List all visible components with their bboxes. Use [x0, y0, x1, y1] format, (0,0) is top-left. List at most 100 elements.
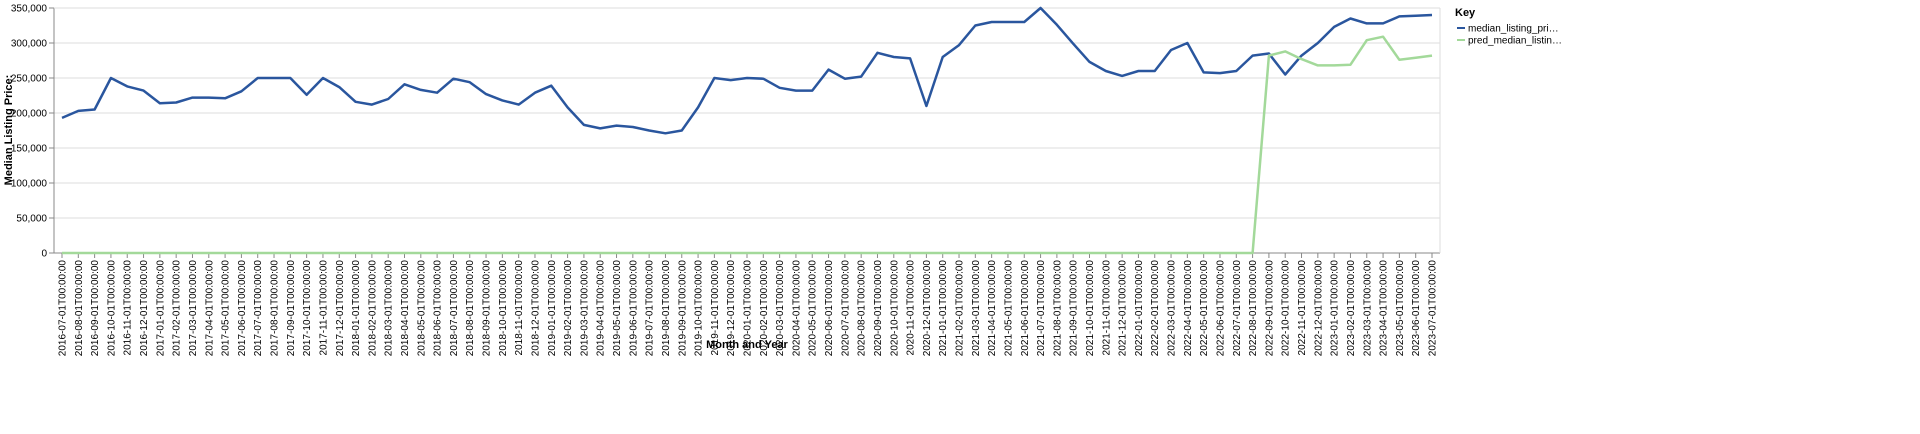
x-tick-label: 2020-11-01T00:00:00: [906, 260, 917, 356]
x-tick-label: 2018-01-01T00:00:00: [351, 260, 362, 357]
x-tick-label: 2019-08-01T00:00:00: [661, 260, 672, 357]
x-tick-label: 2022-08-01T00:00:00: [1248, 260, 1259, 357]
x-tick-label: 2017-02-01T00:00:00: [172, 260, 183, 357]
x-axis-title: Month and Year: [706, 339, 788, 351]
x-tick-label: 2017-05-01T00:00:00: [221, 260, 232, 357]
x-tick-label: 2017-08-01T00:00:00: [270, 260, 281, 357]
x-tick-label: 2022-07-01T00:00:00: [1232, 260, 1243, 357]
x-tick-label: 2021-11-01T00:00:00: [1101, 260, 1112, 356]
x-tick-label: 2020-05-01T00:00:00: [808, 260, 819, 357]
x-tick-label: 2017-09-01T00:00:00: [286, 260, 297, 357]
x-tick-label: 2020-06-01T00:00:00: [824, 260, 835, 357]
x-tick-label: 2021-01-01T00:00:00: [938, 260, 949, 357]
x-tick-label: 2019-09-01T00:00:00: [677, 260, 688, 357]
x-tick-label: 2019-07-01T00:00:00: [645, 260, 656, 357]
x-tick-label: 2016-08-01T00:00:00: [74, 260, 85, 357]
x-tick-label: 2023-05-01T00:00:00: [1395, 260, 1406, 357]
x-tick-label: 2021-03-01T00:00:00: [971, 260, 982, 357]
x-tick-label: 2023-02-01T00:00:00: [1346, 260, 1357, 357]
x-tick-label: 2021-07-01T00:00:00: [1036, 260, 1047, 357]
x-tick-label: 2018-12-01T00:00:00: [530, 260, 541, 357]
x-tick-label: 2017-12-01T00:00:00: [335, 260, 346, 357]
x-tick-label: 2021-09-01T00:00:00: [1069, 260, 1080, 357]
legend-label: pred_median_listin…: [1468, 36, 1562, 47]
x-tick-label: 2017-03-01T00:00:00: [188, 260, 199, 357]
x-tick-label: 2018-04-01T00:00:00: [400, 260, 411, 357]
x-tick-label: 2018-08-01T00:00:00: [465, 260, 476, 357]
x-tick-label: 2021-10-01T00:00:00: [1085, 260, 1096, 357]
x-tick-label: 2022-05-01T00:00:00: [1199, 260, 1210, 357]
x-tick-label: 2017-04-01T00:00:00: [204, 260, 215, 357]
x-tick-label: 2018-03-01T00:00:00: [384, 260, 395, 357]
x-tick-label: 2023-01-01T00:00:00: [1330, 260, 1341, 357]
x-tick-label: 2020-09-01T00:00:00: [873, 260, 884, 357]
x-tick-label: 2020-02-01T00:00:00: [759, 260, 770, 357]
x-tick-label: 2019-10-01T00:00:00: [694, 260, 705, 357]
x-tick-label: 2019-02-01T00:00:00: [563, 260, 574, 357]
x-tick-label: 2016-09-01T00:00:00: [90, 260, 101, 357]
x-tick-label: 2019-06-01T00:00:00: [628, 260, 639, 357]
x-tick-label: 2016-11-01T00:00:00: [123, 260, 134, 356]
x-tick-label: 2021-08-01T00:00:00: [1052, 260, 1063, 357]
x-tick-label: 2019-11-01T00:00:00: [710, 260, 721, 356]
x-tick-label: 2019-12-01T00:00:00: [726, 260, 737, 357]
x-tick-label: 2017-10-01T00:00:00: [302, 260, 313, 357]
x-tick-label: 2020-10-01T00:00:00: [889, 260, 900, 357]
x-tick-label: 2023-06-01T00:00:00: [1411, 260, 1422, 357]
x-tick-label: 2018-11-01T00:00:00: [514, 260, 525, 356]
x-tick-label: 2020-08-01T00:00:00: [857, 260, 868, 357]
x-tick-label: 2016-12-01T00:00:00: [139, 260, 150, 357]
y-tick-label: 0: [41, 249, 47, 260]
x-tick-label: 2016-07-01T00:00:00: [58, 260, 69, 357]
x-tick-label: 2018-02-01T00:00:00: [367, 260, 378, 357]
x-tick-label: 2017-01-01T00:00:00: [155, 260, 166, 357]
legend-label: median_listing_pri…: [1468, 24, 1559, 35]
x-tick-label: 2023-04-01T00:00:00: [1379, 260, 1390, 357]
x-tick-label: 2017-06-01T00:00:00: [237, 260, 248, 357]
series-line: [61, 6, 1433, 135]
y-tick-label: 250,000: [11, 74, 48, 85]
x-tick-label: 2022-04-01T00:00:00: [1183, 260, 1194, 357]
x-tick-label: 2022-10-01T00:00:00: [1281, 260, 1292, 357]
y-axis-title: Median Listing Price:: [3, 75, 15, 186]
x-tick-label: 2020-01-01T00:00:00: [743, 260, 754, 357]
x-tick-label: 2019-05-01T00:00:00: [612, 260, 623, 357]
x-tick-label: 2020-07-01T00:00:00: [840, 260, 851, 357]
x-tick-label: 2020-03-01T00:00:00: [775, 260, 786, 357]
x-tick-label: 2021-02-01T00:00:00: [955, 260, 966, 357]
x-tick-label: 2019-04-01T00:00:00: [596, 260, 607, 357]
y-tick-label: 150,000: [11, 144, 48, 155]
x-tick-label: 2022-11-01T00:00:00: [1297, 260, 1308, 356]
x-tick-label: 2022-02-01T00:00:00: [1150, 260, 1161, 357]
x-tick-label: 2018-05-01T00:00:00: [416, 260, 427, 357]
y-tick-label: 100,000: [11, 179, 48, 190]
x-tick-label: 2018-09-01T00:00:00: [482, 260, 493, 357]
x-tick-label: 2022-06-01T00:00:00: [1215, 260, 1226, 357]
x-tick-label: 2021-05-01T00:00:00: [1003, 260, 1014, 357]
x-tick-label: 2019-03-01T00:00:00: [579, 260, 590, 357]
y-tick-label: 350,000: [11, 4, 48, 15]
x-tick-label: 2021-06-01T00:00:00: [1020, 260, 1031, 357]
x-tick-label: 2020-04-01T00:00:00: [791, 260, 802, 357]
x-tick-label: 2017-07-01T00:00:00: [253, 260, 264, 357]
x-tick-label: 2021-04-01T00:00:00: [987, 260, 998, 357]
x-tick-label: 2022-09-01T00:00:00: [1264, 260, 1275, 357]
legend-title: Key: [1455, 7, 1476, 19]
x-tick-label: 2022-12-01T00:00:00: [1313, 260, 1324, 357]
x-tick-label: 2018-10-01T00:00:00: [498, 260, 509, 357]
x-tick-label: 2021-12-01T00:00:00: [1118, 260, 1129, 357]
x-tick-label: 2022-03-01T00:00:00: [1167, 260, 1178, 357]
x-tick-label: 2019-01-01T00:00:00: [547, 260, 558, 357]
x-tick-label: 2023-03-01T00:00:00: [1362, 260, 1373, 357]
series-line: [62, 35, 1433, 255]
x-tick-label: 2018-06-01T00:00:00: [433, 260, 444, 357]
x-tick-label: 2016-10-01T00:00:00: [106, 260, 117, 357]
y-tick-label: 300,000: [11, 39, 48, 50]
y-tick-label: 50,000: [16, 214, 47, 225]
x-tick-label: 2020-12-01T00:00:00: [922, 260, 933, 357]
x-tick-label: 2023-07-01T00:00:00: [1428, 260, 1439, 357]
x-tick-label: 2017-11-01T00:00:00: [318, 260, 329, 356]
y-tick-label: 200,000: [11, 109, 48, 120]
x-tick-label: 2022-01-01T00:00:00: [1134, 260, 1145, 357]
